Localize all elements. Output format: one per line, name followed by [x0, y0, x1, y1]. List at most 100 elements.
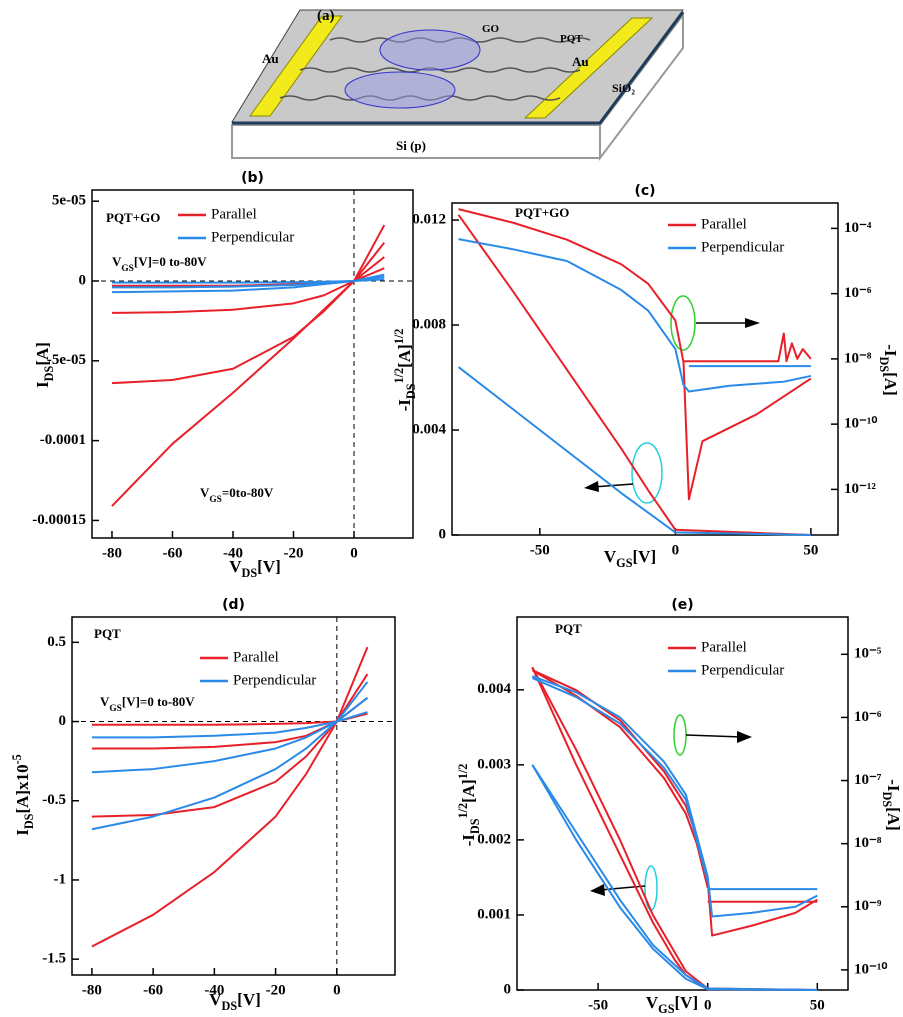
text-part: GS: [109, 704, 121, 714]
text-part: I: [33, 381, 52, 388]
x-tick-label: -60: [143, 982, 163, 998]
text-part: V: [209, 990, 222, 1009]
annotation: VGS[V]=0 to-80V: [100, 694, 195, 714]
annotation: VGS=0to-80V: [200, 485, 274, 505]
text-part: I: [13, 829, 32, 836]
y-tick-label: 0.008: [412, 316, 446, 332]
panel-e-markers: [590, 714, 752, 911]
y2-tick-label: 10⁻⁶: [854, 709, 882, 725]
text-part: GS: [616, 556, 633, 570]
x-tick-label: 0: [350, 545, 358, 561]
y-tick-label: -1: [54, 871, 67, 887]
y-tick-label: 0: [504, 981, 512, 997]
data-line: [531, 666, 818, 991]
x-tick-label: -20: [266, 982, 286, 998]
y-tick-label: 0.012: [412, 211, 446, 227]
text-part: PQT+GO: [106, 210, 160, 225]
text-part: -I: [395, 399, 414, 412]
legend-label: Parallel: [211, 206, 257, 222]
legend-label: Perpendicular: [701, 662, 784, 678]
text-part: [A]: [884, 807, 903, 831]
text-part: PQT: [94, 626, 121, 641]
text-part: -I: [884, 779, 903, 792]
text-part: DS: [404, 383, 418, 399]
data-line: [531, 666, 818, 991]
y2-tick-label: 10⁻⁹: [854, 898, 882, 914]
data-line: [683, 332, 812, 363]
panel-c-markers: [584, 295, 760, 504]
y-tick-label: 0: [59, 713, 67, 729]
text-part: 1/2: [392, 329, 406, 345]
x-tick-label: 0: [672, 542, 680, 558]
text-part: 1/2: [456, 764, 470, 780]
annotation: PQT+GO: [106, 210, 160, 225]
y2-tick-label: 10⁻⁶: [844, 285, 872, 301]
text-part: =0to-80V: [222, 485, 274, 500]
x-tick-label: -40: [223, 545, 243, 561]
text-part: DS: [222, 999, 238, 1013]
text-part: [V]=0 to-80V: [134, 254, 207, 269]
y-axis-label: -IDS1/2[A]1/2: [392, 329, 418, 412]
text-part: DS: [42, 365, 56, 381]
oxide-label: SiO₂: [612, 81, 635, 95]
text-part: PQT+GO: [515, 205, 569, 220]
x-tick-label: -60: [162, 545, 182, 561]
text-part: PQT: [555, 621, 582, 636]
y-tick-label: 0.003: [477, 756, 511, 772]
y-tick-label: 5e-05: [52, 193, 86, 209]
text-part: 1/2: [392, 368, 406, 384]
text-part: GS: [121, 264, 133, 274]
arrowhead: [737, 731, 752, 743]
text-part: -I: [881, 344, 900, 357]
y-axis-label: IDS[A]x10-5: [10, 754, 36, 836]
y-tick-label: -5e-05: [47, 352, 86, 368]
y-tick-label: 0.001: [477, 906, 511, 922]
text-part: [V]: [675, 993, 699, 1012]
y2-axis-label: -IDS[A]: [880, 779, 903, 831]
chart-title: (c): [634, 183, 655, 199]
y-axis-label: IDS[A]: [33, 342, 56, 388]
x-axis-label: VDS[V]: [209, 990, 261, 1013]
y2-tick-label: 10⁻¹⁰: [854, 961, 887, 977]
data-line: [111, 278, 385, 284]
au-label: Au: [572, 54, 589, 69]
y-tick-label: 0: [439, 526, 447, 542]
text-part: GS: [658, 1002, 675, 1016]
text-part: DS: [242, 566, 258, 580]
text-part: GS: [209, 495, 221, 505]
data-line: [531, 675, 818, 918]
au-label: Au: [262, 51, 279, 66]
y-tick-label: -1.5: [42, 951, 66, 967]
panel-label: (a): [317, 8, 335, 24]
y-axis-label: -IDS1/2[A]1/2: [456, 764, 482, 847]
text-part: -5: [10, 754, 24, 764]
data-line: [457, 214, 811, 536]
plot-frame: [451, 202, 839, 536]
data-line: [91, 646, 369, 948]
y2-tick-label: 10⁻⁵: [854, 646, 882, 662]
data-line: [531, 669, 818, 937]
x-tick-label: 50: [803, 542, 818, 558]
go-label: GO: [482, 23, 500, 35]
oxide-edge: [232, 11, 685, 125]
substrate-label: Si (p): [396, 138, 426, 153]
annotation: VGS[V]=0 to-80V: [112, 254, 207, 274]
text-part: DS: [468, 818, 482, 834]
text-part: [V]=0 to-80V: [122, 694, 195, 709]
arrowhead: [745, 318, 760, 328]
data-line: [531, 677, 709, 882]
pqt-label: PQT: [560, 33, 583, 45]
legend-label: Parallel: [233, 649, 279, 665]
text-part: [V]: [633, 547, 657, 566]
y2-tick-label: 10⁻⁴: [844, 220, 872, 236]
text-part: [A]x10: [13, 764, 32, 813]
text-part: DS: [880, 792, 894, 808]
text-part: DS: [877, 357, 891, 373]
y-tick-label: 0: [79, 272, 87, 288]
y-tick-label: -0.00015: [32, 512, 86, 528]
highlight-ellipse: [673, 714, 687, 756]
y2-tick-label: 10⁻⁸: [854, 835, 882, 851]
x-axis-label: VGS[V]: [646, 993, 698, 1016]
y-tick-label: -0.5: [42, 792, 66, 808]
text-part: -I: [459, 834, 478, 847]
